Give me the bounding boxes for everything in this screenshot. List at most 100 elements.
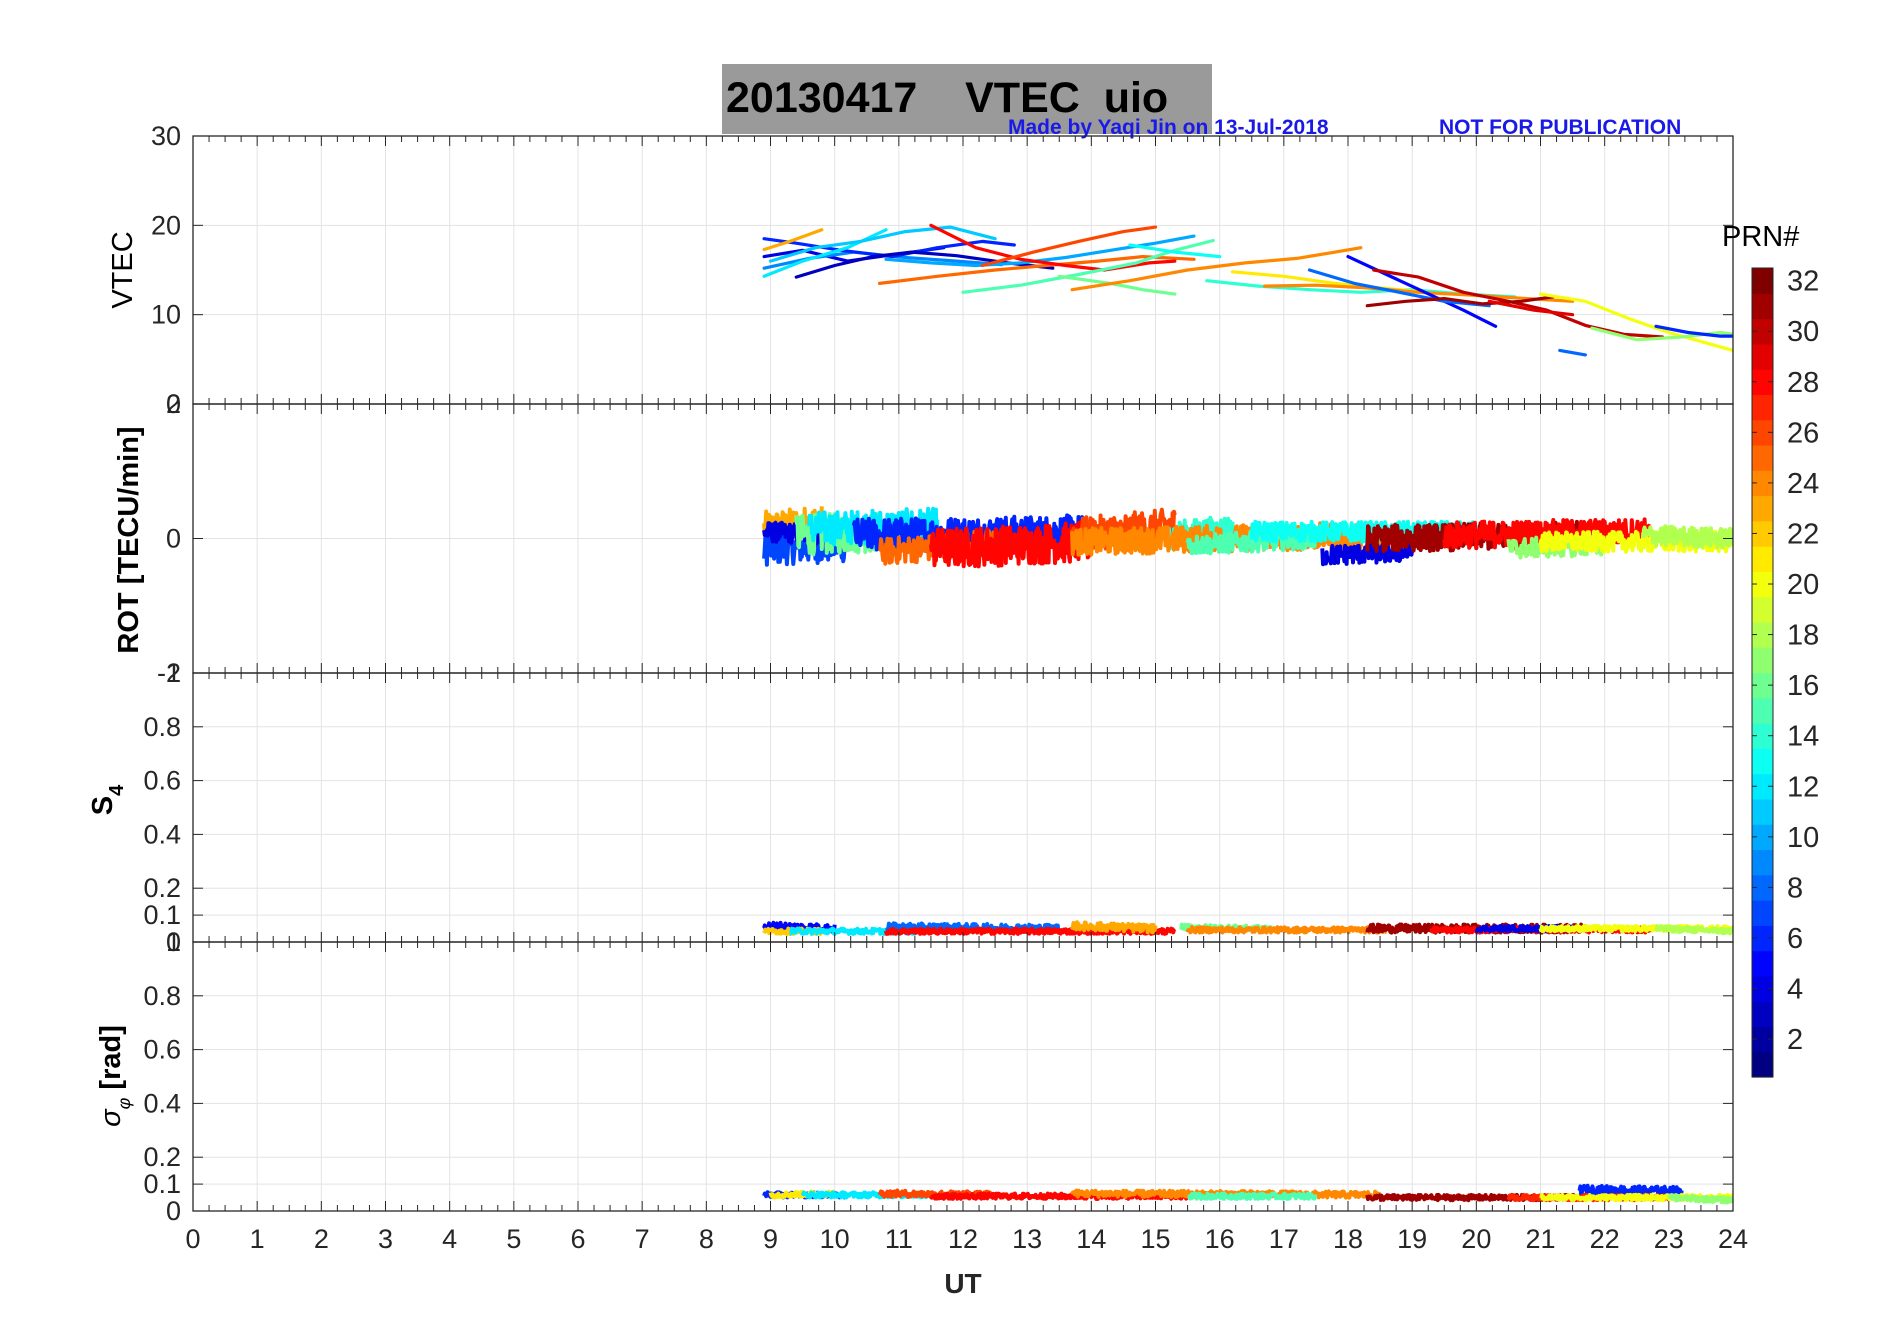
series-line-prn-24 bbox=[1070, 1188, 1382, 1200]
x-tick-label: 10 bbox=[820, 1224, 850, 1254]
y-tick-label: 0.8 bbox=[143, 981, 181, 1011]
x-tick-label: 18 bbox=[1333, 1224, 1363, 1254]
y-tick-label: -2 bbox=[157, 658, 181, 688]
colorbar-cell bbox=[1752, 824, 1773, 851]
colorbar-tick-label: 24 bbox=[1787, 468, 1819, 500]
series-line-prn-26 bbox=[980, 225, 1158, 268]
series-line-prn-11 bbox=[768, 225, 997, 263]
series-line-prn-17 bbox=[1590, 326, 1733, 342]
colorbar-cell bbox=[1752, 975, 1773, 1002]
x-tick-label: 16 bbox=[1205, 1224, 1235, 1254]
x-tick-label: 20 bbox=[1461, 1224, 1491, 1254]
y-axis-label: S4 bbox=[87, 784, 128, 815]
x-tick-label: 22 bbox=[1590, 1224, 1620, 1254]
colorbar-tick-label: 28 bbox=[1787, 367, 1819, 399]
colorbar-frame bbox=[1751, 267, 1774, 1078]
y-tick-label: 1 bbox=[166, 658, 181, 688]
colorbar-cell bbox=[1752, 419, 1773, 446]
title-main: VTEC bbox=[965, 74, 1080, 122]
series-group bbox=[762, 506, 1733, 569]
x-tick-label: 21 bbox=[1525, 1224, 1555, 1254]
colorbar-cell bbox=[1752, 672, 1773, 699]
colorbar-cell bbox=[1752, 950, 1773, 977]
y-tick-label: 0.1 bbox=[143, 1169, 181, 1199]
colorbar-cell bbox=[1752, 546, 1773, 572]
series-line-prn-24 bbox=[1262, 283, 1575, 303]
x-tick-label: 0 bbox=[185, 1224, 200, 1254]
series-line-prn-28 bbox=[929, 223, 1177, 272]
colorbar-cell bbox=[1752, 318, 1773, 345]
credit-notice: NOT FOR PUBLICATION bbox=[1439, 116, 1682, 139]
series-line-prn-17 bbox=[1667, 1193, 1733, 1205]
series-line-prn-16 bbox=[1057, 274, 1177, 296]
colorbar-cell bbox=[1752, 773, 1773, 800]
series-line-prn-6 bbox=[1654, 324, 1733, 338]
colorbar-cell bbox=[1752, 1026, 1773, 1053]
colorbar-tick-label: 18 bbox=[1787, 620, 1819, 652]
colorbar-tick-label: 30 bbox=[1787, 316, 1819, 348]
y-tick-label: 2 bbox=[166, 389, 181, 419]
y-tick-label: 10 bbox=[151, 300, 181, 330]
y-tick-label: 0 bbox=[166, 524, 181, 554]
title-background bbox=[722, 64, 1212, 134]
colorbar-cell bbox=[1752, 470, 1773, 497]
x-tick-label: 11 bbox=[885, 1224, 913, 1254]
series-line-prn-30 bbox=[1372, 268, 1665, 339]
colorbar-cell bbox=[1752, 596, 1773, 623]
colorbar-cell bbox=[1752, 268, 1773, 294]
y-tick-label: 0.2 bbox=[143, 1142, 181, 1172]
y-tick-label: 0.1 bbox=[143, 900, 181, 930]
series-line-prn-31 bbox=[1365, 295, 1555, 308]
colorbar-cell bbox=[1752, 444, 1773, 471]
y-tick-label: 0.4 bbox=[143, 1088, 181, 1118]
colorbar-tick-label: 20 bbox=[1787, 569, 1819, 601]
series-line-prn-29 bbox=[1487, 299, 1575, 317]
title-station: uio bbox=[1103, 74, 1169, 122]
x-tick-label: 14 bbox=[1076, 1224, 1106, 1254]
series-line-prn-18 bbox=[1641, 524, 1733, 550]
x-tick-label: 24 bbox=[1718, 1224, 1748, 1254]
colorbar-cell bbox=[1752, 874, 1773, 901]
x-tick-label: 15 bbox=[1140, 1224, 1170, 1254]
y-tick-label: 1 bbox=[166, 927, 181, 957]
series-line-prn-28 bbox=[928, 520, 1094, 569]
colorbar-tick-label: 14 bbox=[1787, 721, 1819, 753]
series-line-prn-15 bbox=[961, 238, 1215, 294]
series-line-prn-20 bbox=[1538, 292, 1733, 352]
series-group bbox=[762, 920, 1733, 936]
colorbar-tick-label: 2 bbox=[1787, 1024, 1803, 1056]
colorbar-cell bbox=[1752, 900, 1773, 926]
y-tick-label: 0.6 bbox=[143, 766, 181, 796]
colorbar-tick-label: 26 bbox=[1787, 417, 1819, 449]
x-tick-label: 4 bbox=[442, 1224, 457, 1254]
series-line-prn-23 bbox=[1070, 920, 1158, 935]
colorbar-tick-label: 32 bbox=[1787, 266, 1819, 298]
colorbar-cell bbox=[1752, 1001, 1773, 1028]
series-group bbox=[762, 223, 1733, 357]
y-tick-label: 0 bbox=[166, 927, 181, 957]
series-line-prn-8 bbox=[1558, 348, 1588, 357]
colorbar-tick-label: 4 bbox=[1787, 974, 1803, 1006]
colorbar-cell bbox=[1752, 293, 1773, 320]
series-line-prn-24 bbox=[1070, 246, 1363, 292]
series-line-prn-15 bbox=[1185, 527, 1318, 556]
colorbar-cell bbox=[1752, 520, 1773, 547]
y-tick-label: 0 bbox=[166, 1196, 181, 1226]
colorbar-cell bbox=[1752, 697, 1773, 724]
colorbar-label: PRN# bbox=[1722, 221, 1799, 253]
y-axis-label: VTEC bbox=[107, 231, 139, 308]
y-tick-label: 0.8 bbox=[143, 712, 181, 742]
x-tick-label: 17 bbox=[1269, 1224, 1299, 1254]
x-axis-label: UT bbox=[944, 1268, 981, 1299]
series-line-prn-25 bbox=[877, 255, 1196, 285]
colorbar-cell bbox=[1752, 621, 1773, 648]
x-tick-label: 19 bbox=[1397, 1224, 1427, 1254]
x-tick-label: 23 bbox=[1654, 1224, 1684, 1254]
x-tick-label: 1 bbox=[250, 1224, 265, 1254]
series-line-prn-18 bbox=[1654, 924, 1733, 936]
credit-author: Made by Yaqi Jin on 13-Jul-2018 bbox=[1008, 116, 1329, 139]
